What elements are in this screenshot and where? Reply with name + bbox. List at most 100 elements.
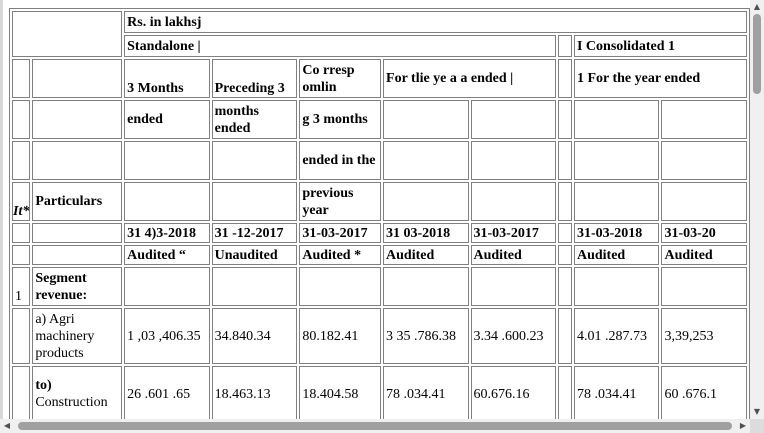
value-cell (383, 267, 469, 306)
empty-cell (573, 141, 660, 180)
horizontal-scroll-thumb[interactable] (18, 422, 732, 430)
value-cell (124, 267, 210, 306)
table-row: a) Agri machinery products 1 ,03 ,406.35… (12, 308, 747, 364)
empty-cell (32, 245, 123, 265)
row-sr-no (12, 366, 31, 419)
value-cell: 60 .676.1 (661, 366, 747, 419)
empty-cell (32, 141, 123, 180)
row-particular: Segment revenue: (32, 267, 123, 306)
header-row-periods-1: 3 Months Preceding 3 Co rresp omlin For … (12, 59, 747, 98)
status-cell: Audited (573, 245, 660, 265)
date-cell: 31 03-2018 (383, 223, 469, 243)
empty-cell (470, 100, 557, 139)
header-row-periods-3: ended in the (12, 141, 747, 180)
empty-cell (558, 100, 572, 139)
empty-cell (383, 141, 469, 180)
empty-cell (558, 223, 572, 243)
empty-cell (558, 35, 572, 57)
empty-cell (661, 100, 747, 139)
empty-cell (383, 182, 469, 221)
col-corresponding-line4: previous year (299, 182, 382, 221)
empty-cell (211, 182, 298, 221)
empty-cell (470, 182, 557, 221)
standalone-heading: Standalone | (124, 35, 557, 57)
row-sr-no: 1 (12, 267, 31, 306)
value-cell: 3,39,253 (661, 308, 747, 364)
empty-cell (32, 223, 123, 243)
value-cell: 18.463.13 (211, 366, 298, 419)
col-preceding-line1: Preceding 3 (211, 59, 298, 98)
value-cell: 3 35 .786.38 (383, 308, 469, 364)
scroll-right-arrow-icon[interactable]: ▶ (739, 421, 747, 430)
col-corresponding-line1: Co rresp omlin (299, 59, 382, 98)
vertical-scroll-thumb[interactable] (753, 14, 761, 94)
left-edge-strip (0, 0, 3, 419)
value-cell: 60.676.16 (470, 366, 557, 419)
units-heading: Rs. in lakhsj (124, 11, 747, 33)
empty-cell (32, 100, 123, 139)
value-cell (470, 267, 557, 306)
empty-cell (383, 100, 469, 139)
empty-cell (558, 267, 572, 306)
financial-results-table: Rs. in lakhsj Standalone | I Consolidate… (9, 8, 750, 419)
col-3months-line2: ended (124, 100, 210, 139)
empty-cell (661, 141, 747, 180)
empty-cell (12, 59, 31, 98)
table-row: to) Construction 26 .601 .65 18.463.13 18… (12, 366, 747, 419)
col-3months-line1: 3 Months (124, 59, 210, 98)
col-corresponding-line2: g 3 months (299, 100, 382, 139)
date-cell: 31 4)3-2018 (124, 223, 210, 243)
value-cell (661, 267, 747, 306)
empty-cell (12, 245, 31, 265)
empty-cell (573, 100, 660, 139)
horizontal-scrollbar[interactable]: ◀ ▶ (0, 419, 750, 433)
dates-row: 31 4)3-2018 31 -12-2017 31-03-2017 31 03… (12, 223, 747, 243)
date-cell: 31-03-2018 (573, 223, 660, 243)
value-cell: 4.01 .287.73 (573, 308, 660, 364)
scrollbar-corner (750, 419, 764, 433)
empty-cell (211, 141, 298, 180)
value-cell (211, 267, 298, 306)
table-row: 1 Segment revenue: (12, 267, 747, 306)
audit-status-row: Audited “ Unaudited Audited * Audited Au… (12, 245, 747, 265)
header-row-particulars: It* Particulars previous year (12, 182, 747, 221)
row-particular-cell: to) Construction (32, 366, 123, 419)
empty-cell (12, 141, 31, 180)
status-cell: Audited “ (124, 245, 210, 265)
scroll-down-arrow-icon[interactable]: ▼ (753, 407, 761, 416)
col-corresponding-line3: ended in the (299, 141, 382, 180)
empty-cell (12, 100, 31, 139)
row-particular: a) Agri machinery products (32, 308, 123, 364)
empty-cell (470, 141, 557, 180)
scroll-left-arrow-icon[interactable]: ◀ (3, 421, 11, 430)
col-year-ended-heading: For tlie ye a a ended | (383, 59, 557, 98)
status-cell: Audited (383, 245, 469, 265)
empty-cell (558, 182, 572, 221)
value-cell (299, 267, 382, 306)
value-cell (573, 267, 660, 306)
status-cell: Unaudited (211, 245, 298, 265)
value-cell: 78 .034.41 (383, 366, 469, 419)
sr-no-heading: It* (12, 182, 31, 221)
vertical-scrollbar[interactable]: ▲ ▼ (750, 0, 764, 419)
status-cell: Audited (661, 245, 747, 265)
value-cell: 78 .034.41 (573, 366, 660, 419)
value-cell: 26 .601 .65 (124, 366, 210, 419)
date-cell: 31-03-2017 (470, 223, 557, 243)
empty-cell (12, 11, 123, 57)
date-cell: 31-03-20 (661, 223, 747, 243)
empty-cell (573, 182, 660, 221)
particulars-heading: Particulars (32, 182, 123, 221)
status-cell: Audited * (299, 245, 382, 265)
row-particular-prefix: to) (35, 378, 52, 393)
value-cell: 18.404.58 (299, 366, 382, 419)
header-row-units: Rs. in lakhsj (12, 11, 747, 57)
empty-cell (558, 308, 572, 364)
empty-cell (124, 182, 210, 221)
status-cell: Audited (470, 245, 557, 265)
date-cell: 31-03-2017 (299, 223, 382, 243)
value-cell: 3.34 .600.23 (470, 308, 557, 364)
empty-cell (558, 245, 572, 265)
col-preceding-line2: months ended (211, 100, 298, 139)
scroll-up-arrow-icon[interactable]: ▲ (753, 2, 761, 11)
